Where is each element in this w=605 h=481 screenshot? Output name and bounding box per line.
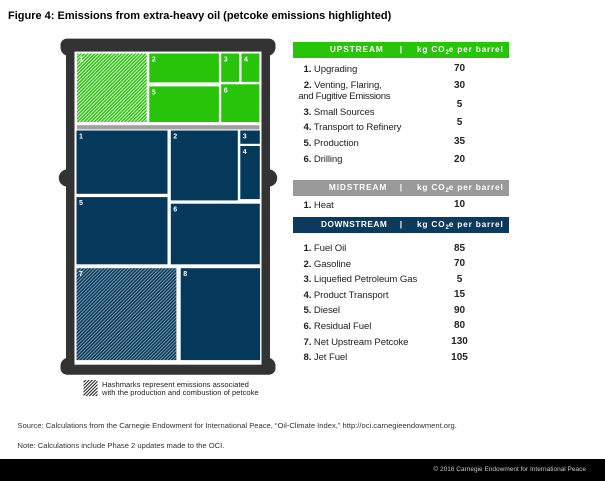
svg-text:8: 8: [183, 271, 187, 278]
svg-text:3: 3: [243, 134, 247, 141]
svg-text:6: 6: [224, 87, 228, 94]
svg-text:4: 4: [244, 57, 248, 64]
svg-text:2: 2: [152, 57, 156, 64]
svg-text:6: 6: [173, 207, 177, 214]
svg-text:4: 4: [243, 149, 247, 156]
svg-text:2: 2: [173, 134, 177, 141]
svg-text:1: 1: [80, 57, 84, 64]
svg-text:5: 5: [152, 89, 156, 96]
svg-text:3: 3: [224, 57, 228, 64]
svg-text:5: 5: [79, 200, 83, 207]
svg-text:7: 7: [79, 271, 83, 278]
svg-text:1: 1: [79, 134, 83, 141]
